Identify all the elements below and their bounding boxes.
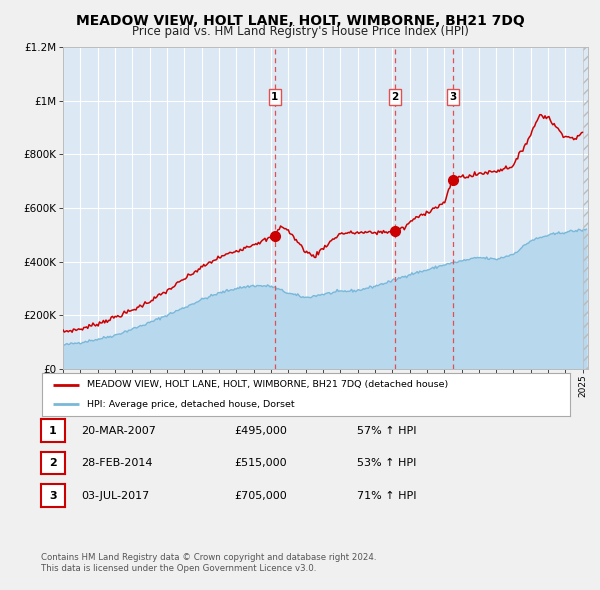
- Text: 57% ↑ HPI: 57% ↑ HPI: [357, 426, 416, 435]
- Text: 1: 1: [271, 92, 278, 102]
- Text: 71% ↑ HPI: 71% ↑ HPI: [357, 491, 416, 500]
- Text: MEADOW VIEW, HOLT LANE, HOLT, WIMBORNE, BH21 7DQ (detached house): MEADOW VIEW, HOLT LANE, HOLT, WIMBORNE, …: [87, 381, 448, 389]
- Text: HPI: Average price, detached house, Dorset: HPI: Average price, detached house, Dors…: [87, 400, 295, 409]
- Text: 2: 2: [49, 458, 56, 468]
- Text: 03-JUL-2017: 03-JUL-2017: [81, 491, 149, 500]
- Text: 3: 3: [449, 92, 457, 102]
- Text: This data is licensed under the Open Government Licence v3.0.: This data is licensed under the Open Gov…: [41, 565, 316, 573]
- Text: 1: 1: [49, 426, 56, 435]
- Text: 28-FEB-2014: 28-FEB-2014: [81, 458, 152, 468]
- Bar: [583, 47, 588, 369]
- Text: Contains HM Land Registry data © Crown copyright and database right 2024.: Contains HM Land Registry data © Crown c…: [41, 553, 376, 562]
- Text: £705,000: £705,000: [234, 491, 287, 500]
- Text: Price paid vs. HM Land Registry's House Price Index (HPI): Price paid vs. HM Land Registry's House …: [131, 25, 469, 38]
- Text: 20-MAR-2007: 20-MAR-2007: [81, 426, 156, 435]
- Text: £495,000: £495,000: [234, 426, 287, 435]
- Text: 53% ↑ HPI: 53% ↑ HPI: [357, 458, 416, 468]
- Text: 2: 2: [391, 92, 398, 102]
- Text: £515,000: £515,000: [234, 458, 287, 468]
- Text: MEADOW VIEW, HOLT LANE, HOLT, WIMBORNE, BH21 7DQ: MEADOW VIEW, HOLT LANE, HOLT, WIMBORNE, …: [76, 14, 524, 28]
- Text: 3: 3: [49, 491, 56, 500]
